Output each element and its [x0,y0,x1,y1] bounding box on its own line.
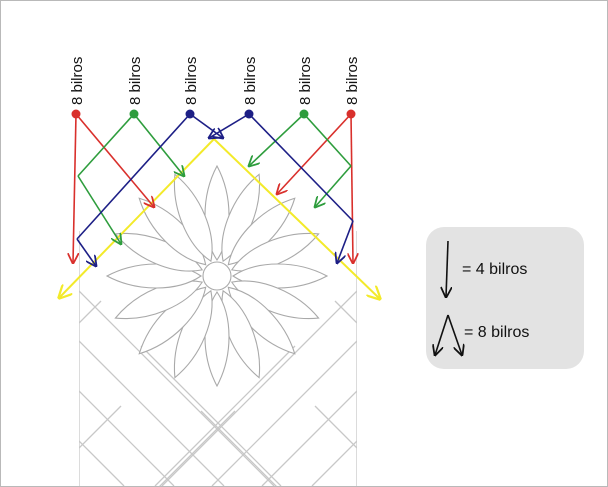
pin-blue-left [185,109,195,119]
pair-labels: 8 bilros 8 bilros 8 bilros 8 bilros 8 bi… [69,57,361,105]
legend-double-label: = 8 bilros [464,324,530,341]
red-threads [73,113,353,263]
pin-green-left [129,109,139,119]
flower-center [202,261,232,291]
pair-label-5: 8 bilros [297,57,314,105]
legend-single-label: = 4 bilros [462,261,528,278]
pin-blue-right [244,109,254,119]
blue-threads [76,113,354,266]
legend-box: = 4 bilros = 8 bilros [426,227,584,369]
pin-dots [71,109,356,119]
pin-green-right [299,109,309,119]
pair-label-1: 8 bilros [69,57,86,105]
pin-red-right [346,109,356,119]
double-arrow-icon [435,314,462,355]
pin-red-left [71,109,81,119]
pair-label-3: 8 bilros [183,57,200,105]
legend-icons [426,240,584,369]
flower-motif [105,164,329,388]
yellow-threads [59,138,380,299]
pair-label-4: 8 bilros [242,57,259,105]
single-arrow-icon [446,240,448,297]
ground-grid [79,231,357,486]
pair-label-2: 8 bilros [127,57,144,105]
pair-label-6: 8 bilros [344,57,361,105]
green-threads [77,113,352,244]
